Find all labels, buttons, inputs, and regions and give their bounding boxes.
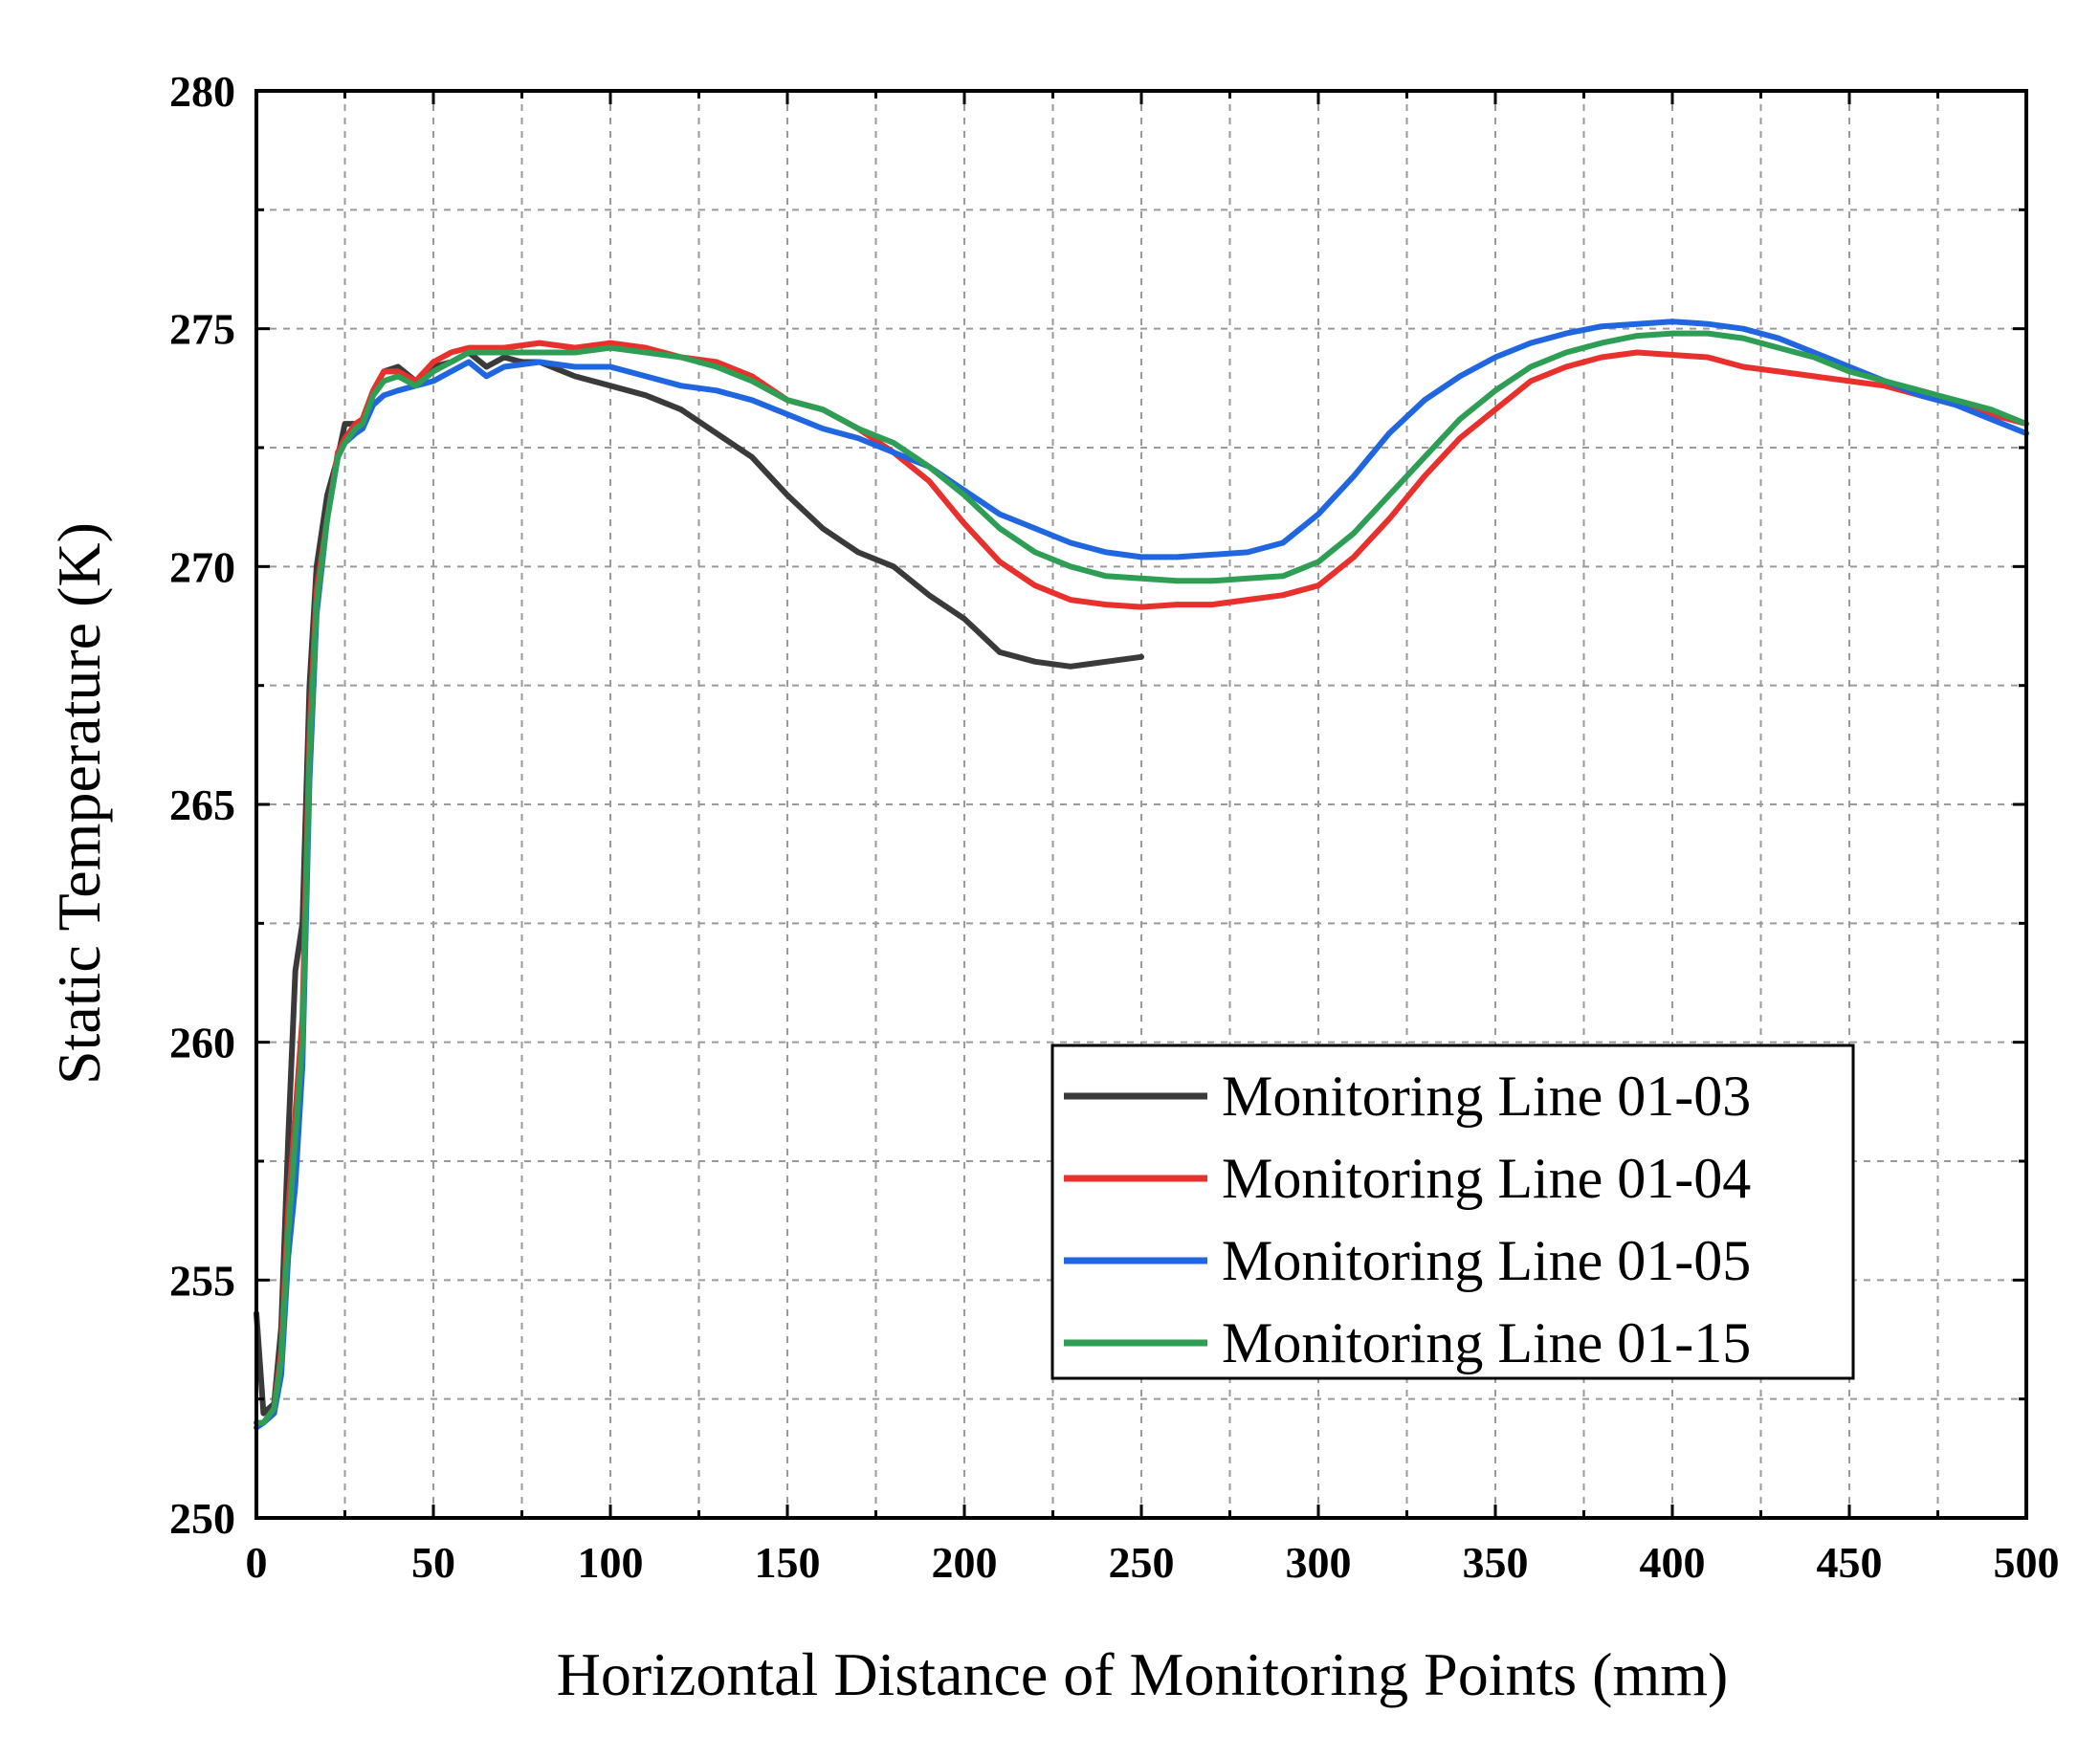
x-tick-label: 500	[1994, 1538, 2060, 1587]
grid	[256, 91, 2026, 1518]
legend-label: Monitoring Line 01-15	[1222, 1311, 1751, 1374]
y-tick-label: 255	[169, 1256, 235, 1305]
series-line-4	[254, 330, 2029, 1426]
x-tick-label: 350	[1463, 1538, 1529, 1587]
ticks	[254, 89, 2028, 1520]
y-tick-label: 260	[169, 1019, 235, 1067]
x-axis-title: Horizontal Distance of Monitoring Points…	[557, 1640, 1729, 1708]
x-tick-label: 450	[1817, 1538, 1883, 1587]
y-tick-label: 275	[169, 305, 235, 354]
y-tick-label: 250	[169, 1494, 235, 1543]
y-tick-label: 265	[169, 780, 235, 829]
x-tick-labels: 0 50 100 150 200 250 300 350 400 450 500	[246, 1538, 2060, 1587]
legend-label: Monitoring Line 01-04	[1222, 1147, 1751, 1210]
legend-label: Monitoring Line 01-03	[1222, 1065, 1751, 1128]
x-tick-label: 100	[578, 1538, 644, 1587]
y-tick-labels: 250 255 260 265 270 275 280	[169, 67, 235, 1543]
x-tick-label: 300	[1286, 1538, 1352, 1587]
x-tick-label: 400	[1640, 1538, 1706, 1587]
legend: Monitoring Line 01-03 Monitoring Line 01-…	[1050, 1044, 1855, 1380]
x-tick-label: 250	[1109, 1538, 1175, 1587]
legend-box	[1050, 1044, 1855, 1380]
legend-label: Monitoring Line 01-05	[1222, 1229, 1751, 1292]
y-tick-label: 280	[169, 67, 235, 116]
x-tick-label: 200	[932, 1538, 998, 1587]
x-tick-label: 0	[246, 1538, 268, 1587]
x-tick-label: 50	[411, 1538, 455, 1587]
y-tick-label: 270	[169, 542, 235, 591]
x-tick-label: 150	[755, 1538, 821, 1587]
series-group	[254, 319, 2029, 1431]
y-axis-title: Static Temperature (K)	[45, 522, 113, 1085]
